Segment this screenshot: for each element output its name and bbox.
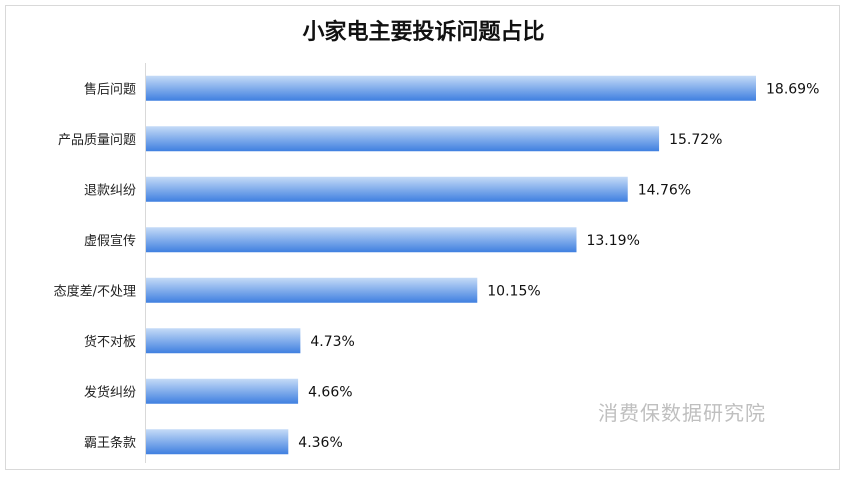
category-label: 态度差/不处理	[54, 283, 136, 299]
data-label: 4.66%	[308, 384, 352, 400]
category-label: 霸王条款	[84, 435, 136, 451]
category-label: 产品质量问题	[58, 133, 136, 148]
category-label: 货不对板	[84, 334, 136, 350]
category-label: 虚假宣传	[84, 233, 136, 249]
bar	[146, 75, 756, 101]
data-label: 10.15%	[487, 283, 540, 299]
data-label: 4.36%	[298, 435, 342, 451]
category-label: 发货纠纷	[84, 384, 136, 400]
data-label: 15.72%	[669, 132, 722, 148]
bar	[146, 227, 577, 253]
chart-title: 小家电主要投诉问题占比	[302, 19, 545, 45]
bar	[146, 126, 660, 152]
bar	[146, 429, 289, 455]
data-label: 13.19%	[586, 233, 639, 249]
category-label: 退款纠纷	[84, 183, 136, 198]
watermark: 消费保数据研究院	[598, 401, 766, 425]
bar	[146, 378, 299, 404]
data-label: 18.69%	[766, 81, 819, 97]
bar	[146, 277, 478, 303]
data-label: 14.76%	[638, 182, 691, 198]
bar	[146, 176, 628, 202]
category-label: 售后问题	[84, 81, 136, 97]
bar	[146, 328, 301, 354]
data-label: 4.73%	[310, 334, 354, 350]
